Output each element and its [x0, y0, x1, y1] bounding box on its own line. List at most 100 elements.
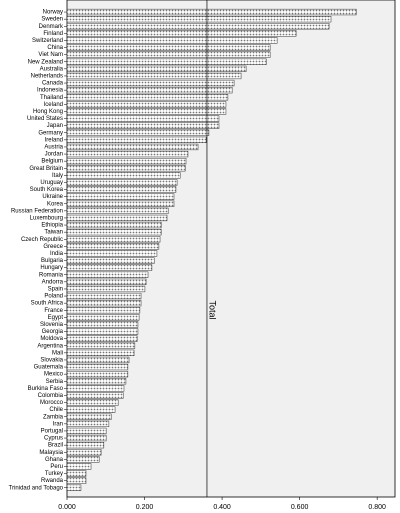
y-tick-label: Ireland — [45, 137, 63, 143]
bar — [66, 143, 199, 151]
y-tick-label: Bulgaria — [41, 258, 64, 264]
y-tick-label: Slovenia — [40, 322, 64, 328]
y-tick-label: Trinidad and Tobago — [9, 485, 64, 491]
bar — [66, 72, 242, 80]
bar — [66, 371, 129, 378]
y-tick-label: Morocco — [40, 400, 64, 406]
bar — [66, 193, 175, 200]
bar — [66, 136, 207, 143]
y-tick-label: Australia — [40, 66, 64, 72]
y-tick-label: South Korea — [30, 187, 64, 193]
bar — [66, 434, 107, 442]
y-tick-label: France — [44, 308, 63, 314]
y-tick-label: Norway — [43, 10, 63, 16]
bar — [66, 314, 140, 321]
bar — [66, 321, 139, 328]
bar — [66, 108, 227, 115]
bar — [66, 264, 153, 271]
y-tick-label: Switzerland — [32, 38, 63, 44]
y-tick-label: Ethiopia — [41, 223, 63, 229]
bar — [66, 363, 129, 371]
bar — [66, 257, 155, 264]
y-tick-label: Zambia — [43, 414, 64, 420]
y-tick-label: South Africa — [31, 301, 64, 307]
y-tick-label: Iran — [53, 421, 63, 427]
bar — [66, 221, 162, 229]
bar — [66, 413, 112, 420]
y-tick-label: Portugal — [41, 429, 63, 435]
bar — [66, 392, 124, 399]
bar — [66, 65, 247, 72]
y-tick-label: Finland — [43, 31, 63, 37]
bar — [66, 349, 135, 357]
y-tick-label: Mali — [52, 350, 63, 356]
y-tick-label: Colombia — [38, 393, 64, 399]
bar — [66, 470, 87, 477]
bar — [66, 214, 168, 222]
y-tick-label: Argentina — [37, 343, 63, 349]
y-tick-label: United States — [27, 116, 63, 122]
y-tick-label: Belgium — [41, 159, 63, 165]
bar — [66, 165, 186, 172]
bar — [66, 427, 107, 435]
y-tick-label: China — [47, 45, 63, 51]
bar — [66, 292, 142, 300]
bar — [66, 328, 139, 335]
x-tick-label: 0.400 — [213, 504, 231, 511]
y-tick-label: Viet Nam — [38, 52, 63, 58]
bar — [66, 200, 175, 207]
bar — [66, 335, 138, 342]
y-tick-label: Guatemala — [34, 365, 64, 371]
y-tick-label: Rwanda — [41, 478, 64, 484]
bar — [66, 150, 189, 158]
bar — [66, 129, 210, 136]
bar — [66, 449, 102, 456]
y-tick-label: Cyprus — [44, 436, 63, 442]
bar — [66, 463, 92, 470]
y-tick-label: Czech Republic — [21, 237, 63, 243]
y-tick-label: Germany — [38, 130, 63, 136]
bar — [66, 378, 127, 385]
bar — [66, 115, 220, 122]
y-tick-label: Hungary — [40, 265, 63, 271]
y-tick-label: Russian Federation — [11, 208, 63, 214]
y-tick-label: Peru — [50, 464, 63, 470]
bar — [66, 30, 297, 37]
y-tick-label: Taiwan — [44, 230, 63, 236]
bar — [66, 101, 227, 108]
bar — [66, 122, 220, 129]
bar — [66, 399, 119, 406]
y-tick-label: Thailand — [40, 95, 63, 101]
bar — [66, 356, 130, 364]
y-tick-label: Greece — [43, 244, 63, 250]
reference-label: Total — [208, 300, 218, 319]
bar — [66, 158, 187, 165]
y-tick-label: Italy — [52, 173, 63, 179]
y-tick-label: Turkey — [45, 471, 63, 477]
bar — [66, 278, 147, 286]
y-tick-label: Canada — [42, 81, 64, 87]
bar — [66, 456, 100, 463]
bar — [66, 94, 229, 101]
y-tick-label: Egypt — [48, 315, 64, 321]
y-tick-label: Romania — [39, 272, 64, 278]
bar — [66, 406, 116, 413]
y-tick-label: Luxembourg — [30, 216, 63, 222]
bar — [66, 79, 235, 87]
y-tick-label: Netherlands — [31, 74, 63, 80]
bar — [66, 307, 141, 314]
y-tick-label: India — [50, 251, 64, 257]
y-tick-label: Poland — [44, 294, 63, 300]
y-tick-label: Malaysia — [39, 450, 63, 456]
bar — [66, 243, 160, 250]
x-tick-label: 0.000 — [58, 504, 76, 511]
y-tick-label: Austria — [44, 145, 63, 151]
x-tick-label: 0.800 — [368, 504, 386, 511]
bar — [66, 484, 82, 491]
y-tick-label: Korea — [47, 201, 64, 207]
bar — [66, 87, 233, 94]
y-tick-label: Indonesia — [37, 88, 64, 94]
y-tick-label: New Zealand — [28, 59, 63, 65]
bar — [66, 179, 178, 186]
